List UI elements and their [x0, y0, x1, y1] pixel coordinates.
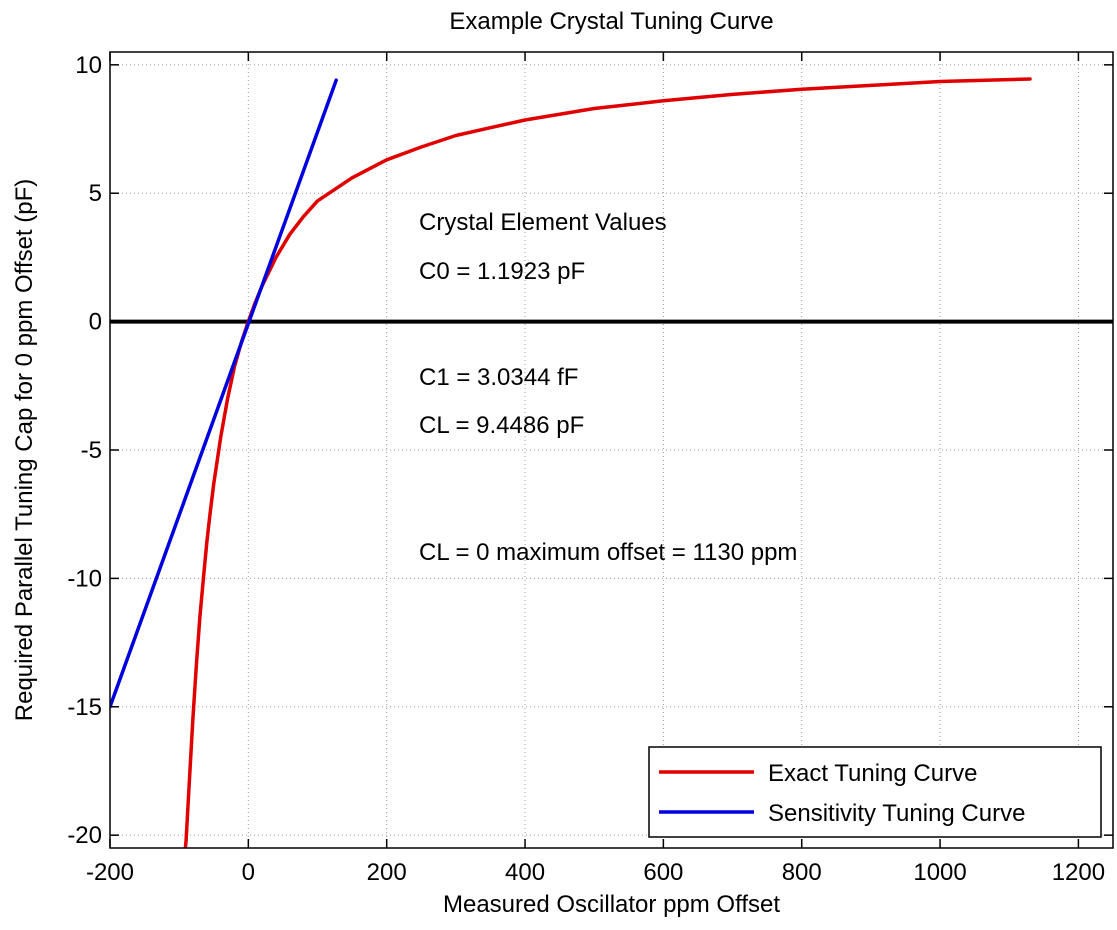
x-tick-label: 400 [505, 859, 545, 886]
x-tick-label: 1200 [1052, 859, 1105, 886]
y-tick-label: -10 [67, 565, 102, 592]
chart-title: Example Crystal Tuning Curve [449, 8, 773, 35]
annotation-text: C1 = 3.0344 fF [419, 364, 578, 391]
x-tick-label: 800 [782, 859, 822, 886]
annotation-text: CL = 0 maximum offset = 1130 ppm [419, 539, 797, 566]
y-tick-label: -20 [67, 822, 102, 849]
legend-box [648, 746, 1102, 838]
annotation-text: CL = 9.4486 pF [419, 412, 584, 439]
x-tick-label: 1000 [913, 859, 966, 886]
x-tick-label: 200 [367, 859, 407, 886]
legend-label: Exact Tuning Curve [768, 760, 977, 787]
y-tick-label: 5 [89, 180, 102, 207]
x-tick-label: -200 [86, 859, 134, 886]
annotation-text: C0 = 1.1923 pF [419, 258, 585, 285]
plot-area [110, 52, 1113, 848]
x-tick-label: 600 [643, 859, 683, 886]
y-tick-label: 10 [75, 52, 102, 79]
legend-label: Sensitivity Tuning Curve [768, 800, 1025, 827]
y-tick-label: -15 [67, 694, 102, 721]
series-line-exact-tuning-curve [183, 77, 1032, 848]
annotation-text: Crystal Element Values [419, 209, 667, 236]
y-tick-label: 0 [89, 309, 102, 336]
x-tick-label: 0 [242, 859, 255, 886]
y-tick-label: -5 [81, 437, 102, 464]
series-line-sensitivity-tuning-curve [110, 78, 338, 709]
y-axis-label: Required Parallel Tuning Cap for 0 ppm O… [11, 179, 38, 721]
x-axis-label: Measured Oscillator ppm Offset [443, 891, 780, 918]
